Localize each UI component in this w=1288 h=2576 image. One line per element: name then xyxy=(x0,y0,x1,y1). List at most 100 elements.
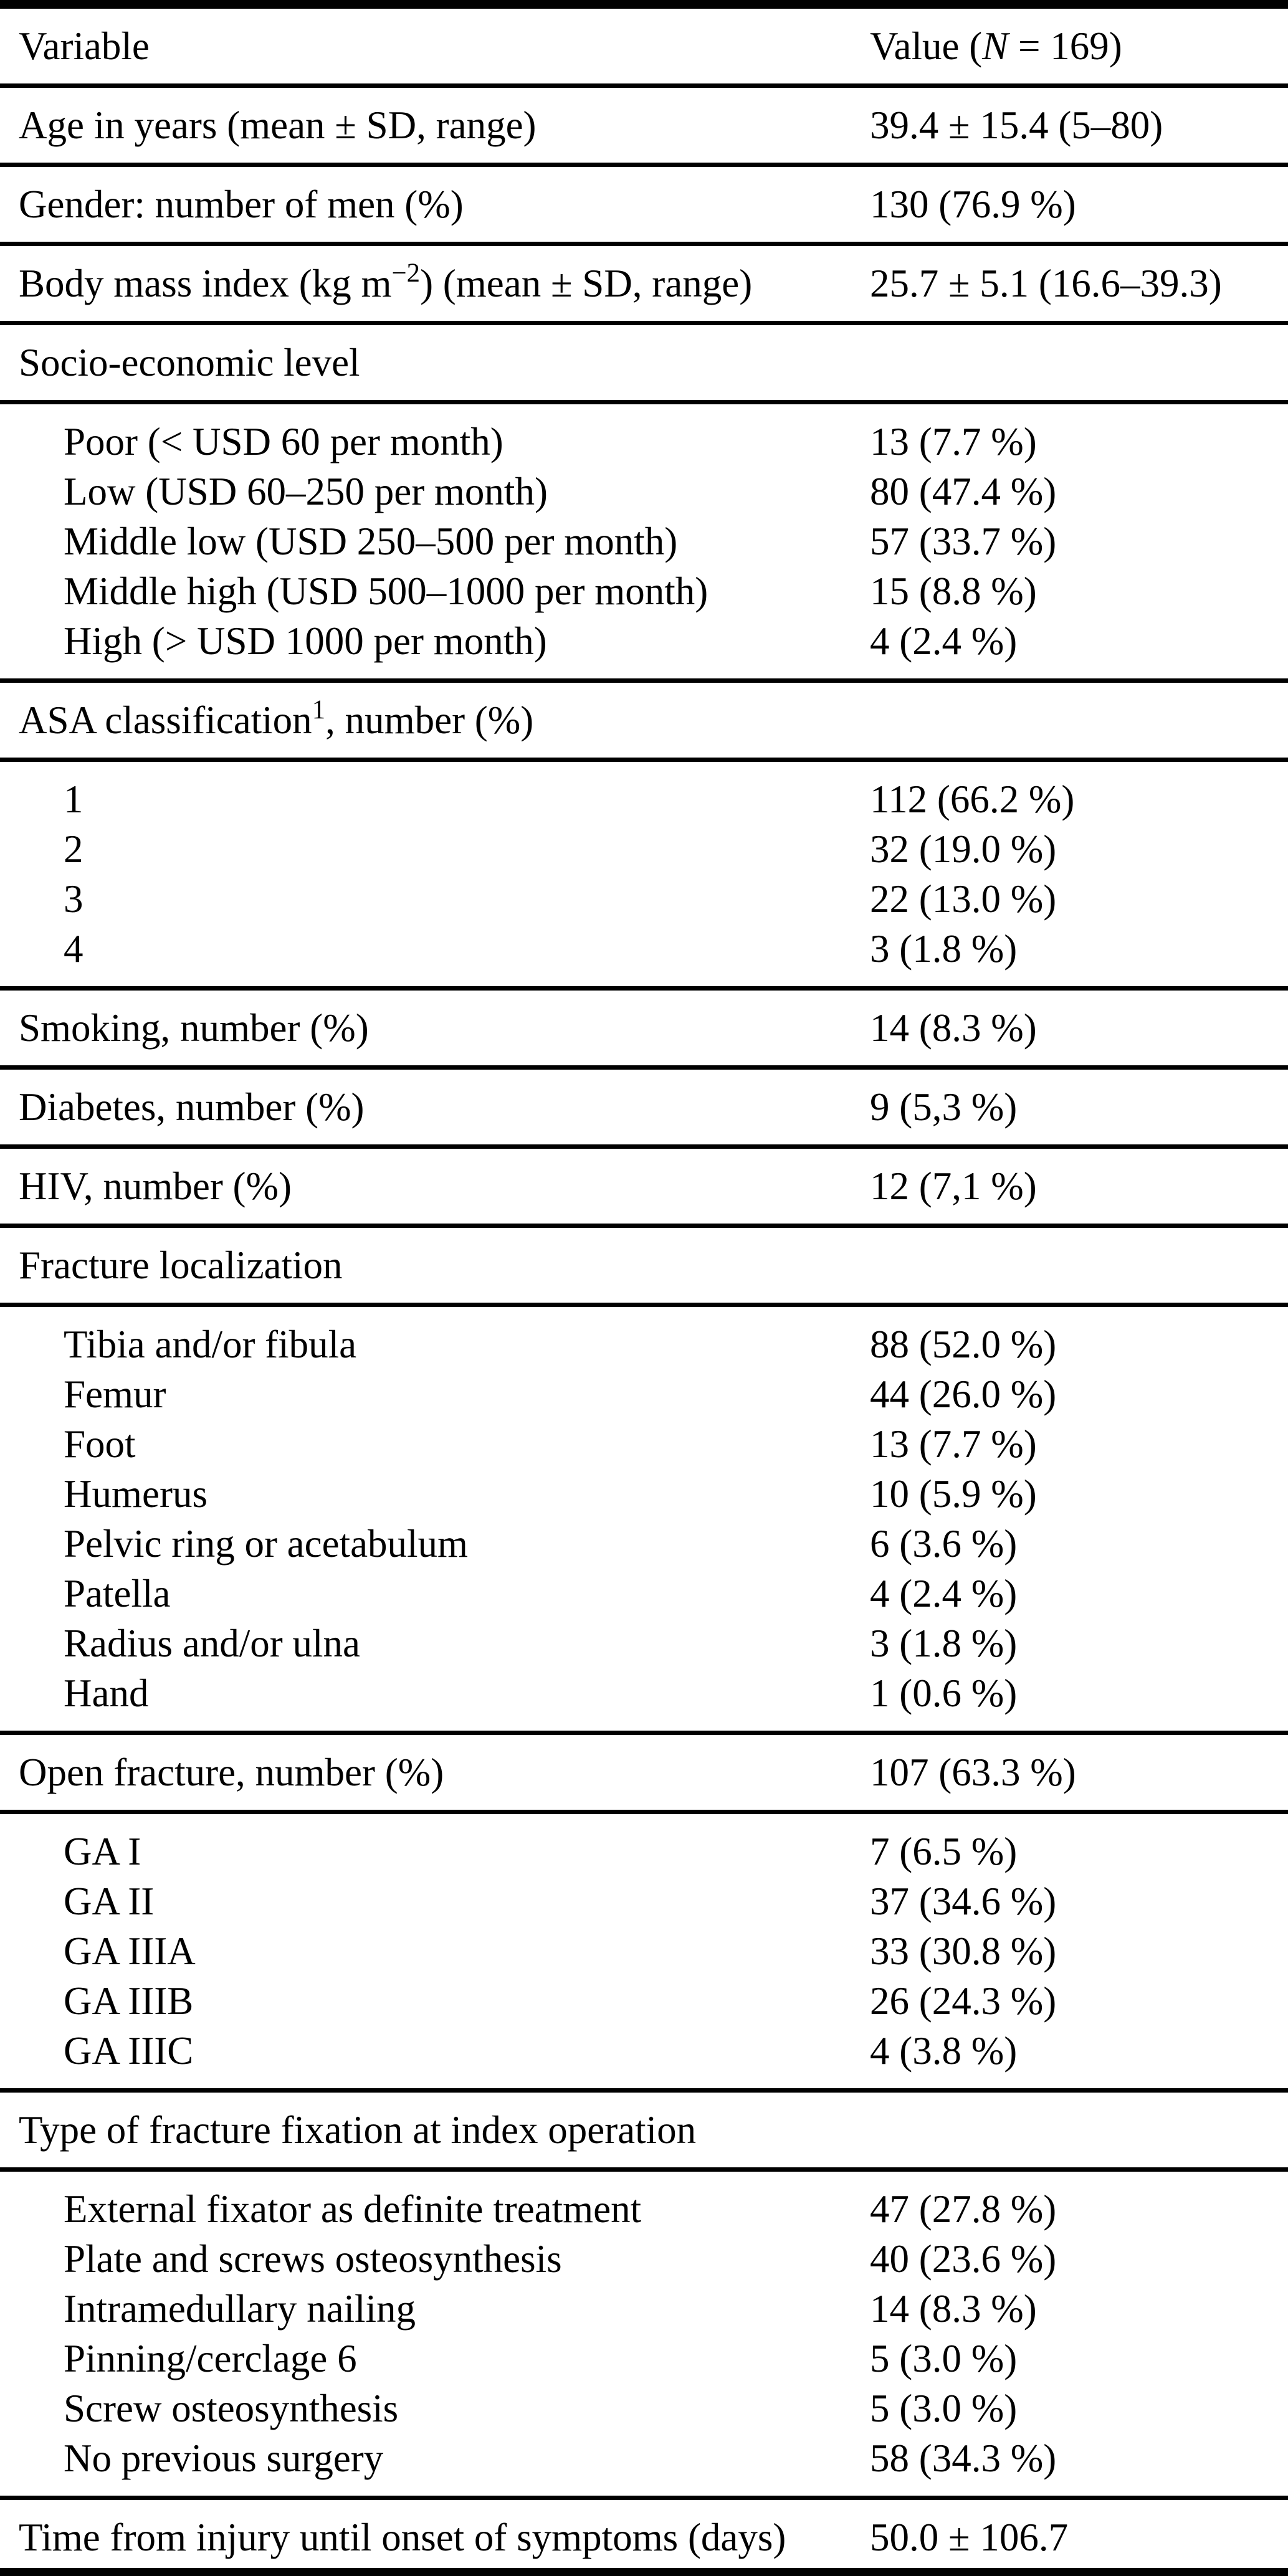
text-segment: Type of fracture fixation at index opera… xyxy=(19,2108,697,2152)
text-segment: 14 (8.3 %) xyxy=(870,2287,1037,2331)
text-segment: 44 (26.0 %) xyxy=(870,1372,1057,1416)
row-value-cell: 14 (8.3 %) xyxy=(870,2284,1288,2334)
section-socio-economic-level-header: Socio-economic level xyxy=(0,321,1288,400)
table-row: 1 112 (66.2 %) xyxy=(0,774,1288,824)
table-row: Socio-economic level xyxy=(0,338,1288,387)
row-value-cell: 4 (2.4 %) xyxy=(870,616,1288,666)
text-segment: 5 (3.0 %) xyxy=(870,2387,1018,2430)
row-label-cell: GA II xyxy=(0,1876,870,1926)
row-label-cell: GA IIIC xyxy=(0,2026,870,2076)
section-time-to-symptoms: Time from injury until onset of symptoms… xyxy=(0,2496,1288,2568)
text-segment: 6 (3.6 %) xyxy=(870,1522,1018,1566)
text-segment: Smoking, number (%) xyxy=(19,1006,369,1050)
table-row: Foot 13 (7.7 %) xyxy=(0,1419,1288,1469)
row-label-cell: Middle high (USD 500–1000 per month) xyxy=(0,566,870,616)
row-value-cell: 3 (1.8 %) xyxy=(870,924,1288,974)
table-row: Gender: number of men (%) 130 (76.9 %) xyxy=(0,179,1288,229)
text-segment: 37 (34.6 %) xyxy=(870,1880,1057,1923)
text-segment: 4 xyxy=(64,927,83,971)
section-smoking: Smoking, number (%) 14 (8.3 %) xyxy=(0,986,1288,1065)
text-segment: 57 (33.7 %) xyxy=(870,520,1057,563)
table-row: Plate and screws osteosynthesis 40 (23.6 … xyxy=(0,2234,1288,2284)
row-value-cell: 26 (24.3 %) xyxy=(870,1976,1288,2026)
row-value-cell: 5 (3.0 %) xyxy=(870,2384,1288,2433)
row-value-cell: 13 (7.7 %) xyxy=(870,417,1288,467)
row-label-cell: 2 xyxy=(0,824,870,874)
row-value-cell: 1 (0.6 %) xyxy=(870,1668,1288,1718)
table-row: Humerus 10 (5.9 %) xyxy=(0,1469,1288,1519)
text-segment: GA I xyxy=(64,1830,141,1873)
text-segment: Pinning/cerclage 6 xyxy=(64,2337,357,2380)
text-segment: 3 xyxy=(64,877,83,921)
table-row: GA I 7 (6.5 %) xyxy=(0,1827,1288,1876)
row-label-cell: GA I xyxy=(0,1827,870,1876)
text-segment: 22 (13.0 %) xyxy=(870,877,1057,921)
section-fixation-type-group: External fixator as definite treatment 47… xyxy=(0,2167,1288,2496)
text-segment: 5 (3.0 %) xyxy=(870,2337,1018,2380)
text-segment: 88 (52.0 %) xyxy=(870,1323,1057,1366)
row-label-cell: Radius and/or ulna xyxy=(0,1618,870,1668)
text-segment: Tibia and/or fibula xyxy=(64,1323,357,1366)
table-row: Poor (< USD 60 per month) 13 (7.7 %) xyxy=(0,417,1288,467)
text-segment: 47 (27.8 %) xyxy=(870,2187,1057,2231)
table-row: High (> USD 1000 per month) 4 (2.4 %) xyxy=(0,616,1288,666)
row-label-cell: Smoking, number (%) xyxy=(0,1003,870,1053)
section-fixation-type-header: Type of fracture fixation at index opera… xyxy=(0,2088,1288,2167)
text-segment: 130 (76.9 %) xyxy=(870,183,1076,226)
table-row: GA IIIA 33 (30.8 %) xyxy=(0,1926,1288,1976)
section-diabetes: Diabetes, number (%) 9 (5,3 %) xyxy=(0,1065,1288,1144)
table-row: Patella 4 (2.4 %) xyxy=(0,1569,1288,1618)
text-segment: High (> USD 1000 per month) xyxy=(64,619,547,663)
text-segment: Poor (< USD 60 per month) xyxy=(64,420,503,463)
superscript-text: −2 xyxy=(391,259,421,288)
row-label-cell: No previous surgery xyxy=(0,2433,870,2483)
row-value-cell: 88 (52.0 %) xyxy=(870,1319,1288,1369)
table-row: 4 3 (1.8 %) xyxy=(0,924,1288,974)
row-label-cell: Low (USD 60–250 per month) xyxy=(0,467,870,516)
row-label-cell: Socio-economic level xyxy=(0,338,870,387)
row-value-cell: 6 (3.6 %) xyxy=(870,1519,1288,1569)
text-segment: 40 (23.6 %) xyxy=(870,2237,1057,2281)
text-segment: 112 (66.2 %) xyxy=(870,777,1075,821)
table-row: No previous surgery 58 (34.3 %) xyxy=(0,2433,1288,2483)
row-value-cell: 44 (26.0 %) xyxy=(870,1369,1288,1419)
text-segment: Humerus xyxy=(64,1472,208,1516)
text-segment: 80 (47.4 %) xyxy=(870,470,1057,513)
text-segment: 3 (1.8 %) xyxy=(870,927,1018,971)
row-value-cell: 4 (3.8 %) xyxy=(870,2026,1288,2076)
text-segment: 14 (8.3 %) xyxy=(870,1006,1037,1050)
section-open-fracture: Open fracture, number (%) 107 (63.3 %) xyxy=(0,1731,1288,1810)
text-segment: Open fracture, number (%) xyxy=(19,1751,444,1794)
row-label-cell: Patella xyxy=(0,1569,870,1618)
text-segment: Pelvic ring or acetabulum xyxy=(64,1522,469,1566)
italic-text: N xyxy=(982,24,1009,68)
text-segment: Body mass index (kg m xyxy=(19,262,392,305)
table-row: 3 22 (13.0 %) xyxy=(0,874,1288,924)
section-fracture-localization-header: Fracture localization xyxy=(0,1224,1288,1303)
row-label-cell: Screw osteosynthesis xyxy=(0,2384,870,2433)
text-segment: Middle low (USD 250–500 per month) xyxy=(64,520,678,563)
text-segment: Value ( xyxy=(870,24,983,68)
text-segment: Middle high (USD 500–1000 per month) xyxy=(64,569,708,613)
text-segment: , number (%) xyxy=(325,698,534,742)
table-row: Intramedullary nailing 14 (8.3 %) xyxy=(0,2284,1288,2334)
superscript-text: 1 xyxy=(312,695,326,725)
text-segment: 12 (7,1 %) xyxy=(870,1164,1037,1208)
section-hiv: HIV, number (%) 12 (7,1 %) xyxy=(0,1144,1288,1224)
text-segment: No previous surgery xyxy=(64,2436,384,2480)
row-label-cell: HIV, number (%) xyxy=(0,1161,870,1211)
row-label-cell: Fracture localization xyxy=(0,1240,870,1290)
table-row: Body mass index (kg m−2) (mean ± SD, ran… xyxy=(0,259,1288,308)
row-value-cell: 5 (3.0 %) xyxy=(870,2334,1288,2384)
row-label-cell: Open fracture, number (%) xyxy=(0,1747,870,1797)
text-segment: 25.7 ± 5.1 (16.6–39.3) xyxy=(870,262,1222,305)
section-gender: Gender: number of men (%) 130 (76.9 %) xyxy=(0,163,1288,242)
row-value-cell: 50.0 ± 106.7 xyxy=(870,2512,1288,2562)
text-segment: Femur xyxy=(64,1372,166,1416)
section-fracture-localization-group: Tibia and/or fibula 88 (52.0 %) Femur 44 (2… xyxy=(0,1303,1288,1731)
row-label-cell: Age in years (mean ± SD, range) xyxy=(0,100,870,150)
table-row: Low (USD 60–250 per month) 80 (47.4 %) xyxy=(0,467,1288,516)
row-value-cell: 112 (66.2 %) xyxy=(870,774,1288,824)
text-segment: Plate and screws osteosynthesis xyxy=(64,2237,562,2281)
table-row: Fracture localization xyxy=(0,1240,1288,1290)
